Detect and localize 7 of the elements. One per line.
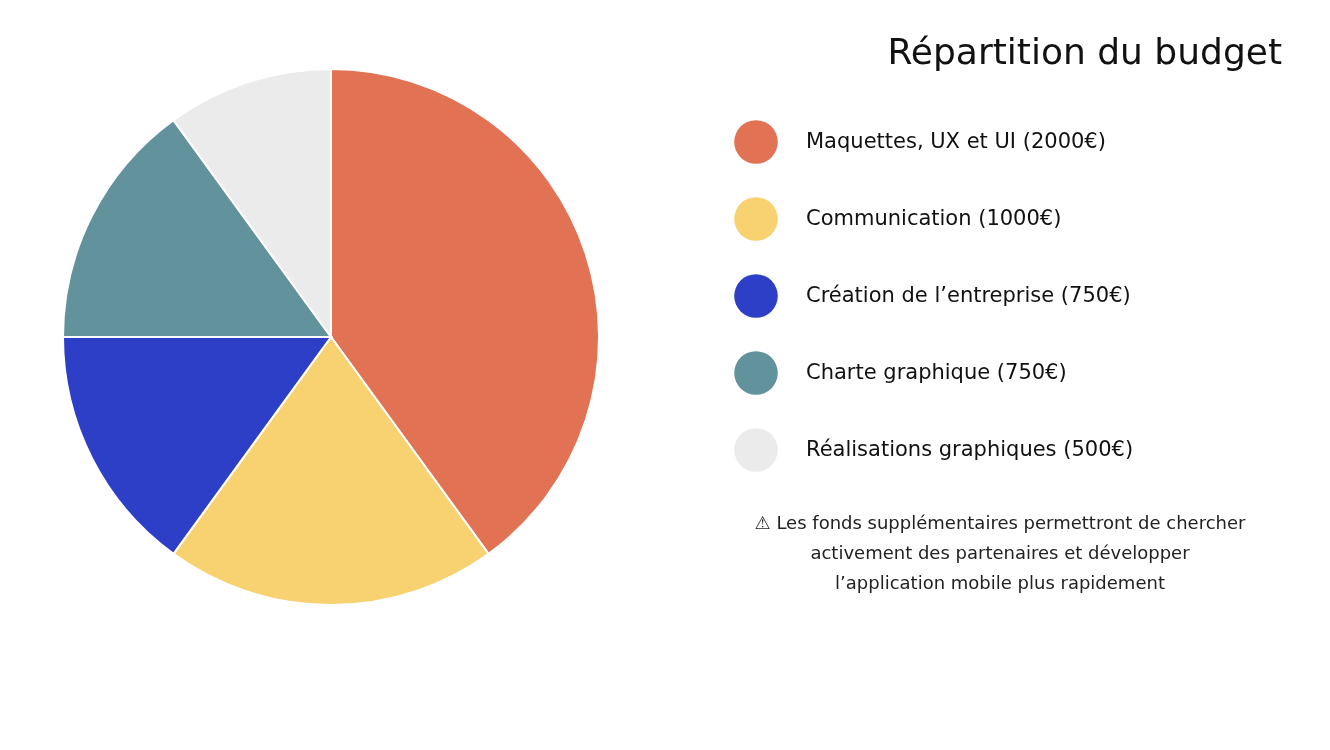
legend-label: Réalisations graphiques (500€) — [806, 437, 1134, 461]
legend-label: Maquettes, UX et UI (2000€) — [806, 129, 1106, 153]
chart-title: Répartition du budget — [887, 31, 1282, 72]
legend-label: Création de l’entreprise (750€) — [806, 283, 1131, 307]
text: ⚠ Les fonds supplémentaires permettront de chercher activement des partenaires et développer l’application mobile plus rapidement — [754, 512, 1247, 593]
legend-label: Communication (1000€) — [806, 206, 1062, 230]
legend-label: Charte graphique (750€) — [806, 360, 1067, 384]
